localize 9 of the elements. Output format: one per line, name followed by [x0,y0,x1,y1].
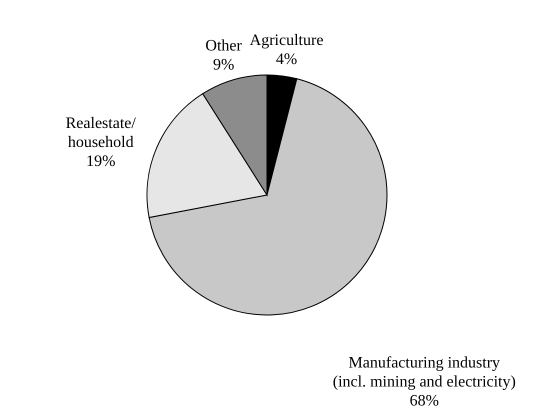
data-label: 4% [276,51,298,68]
data-label: 19% [86,153,116,170]
slice-label: Manufacturing industry (incl. mining and electricity) [332,354,516,391]
slice-label: Other [205,38,243,55]
pie-slice [148,78,388,316]
slice-label: Realestate/ household [66,115,136,152]
data-label: 9% [212,56,234,74]
data-label: 68% [410,392,439,410]
slice-label: Agriculture [250,32,324,50]
